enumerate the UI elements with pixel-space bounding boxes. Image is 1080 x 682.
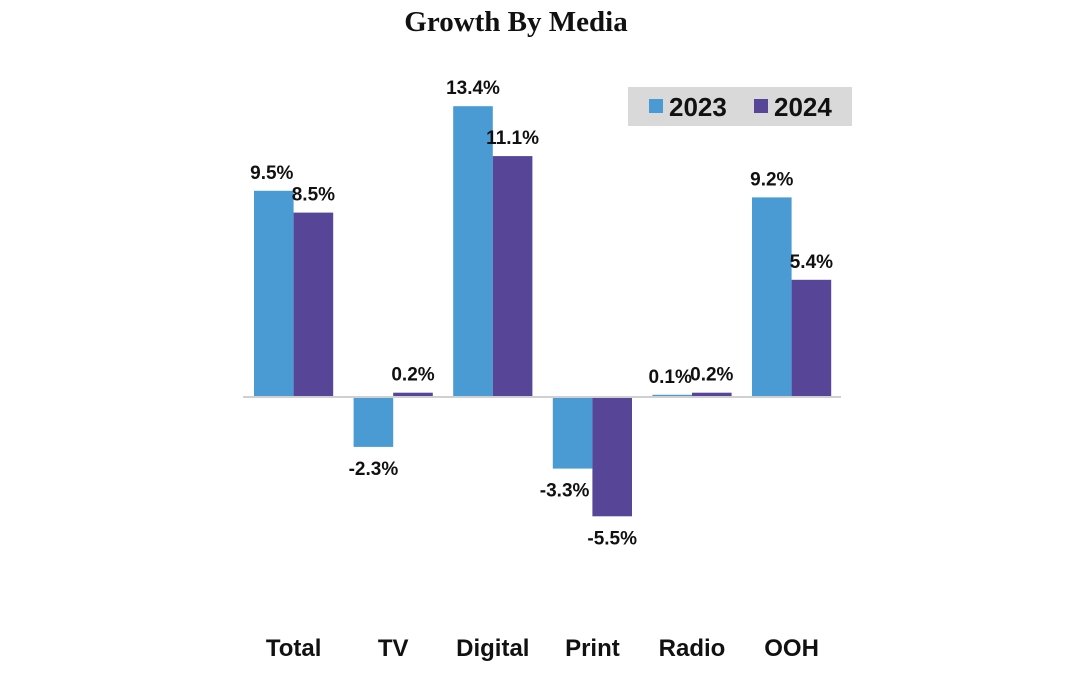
data-label-tv-2024: 0.2% — [391, 365, 434, 386]
data-label-total-2024: 8.5% — [292, 185, 335, 206]
legend: 2023 2024 — [628, 87, 852, 126]
legend-swatch-2023 — [649, 99, 663, 113]
bar-digital-2023 — [453, 106, 493, 397]
bar-radio-2024 — [692, 392, 732, 397]
legend-label-2023: 2023 — [669, 92, 727, 122]
category-label-digital: Digital — [456, 635, 529, 662]
bar-ooh-2024 — [791, 279, 832, 397]
bar-radio-2023 — [652, 394, 692, 397]
bar-print-2023 — [552, 397, 593, 469]
bar-tv-2023 — [353, 397, 394, 447]
category-label-total: Total — [266, 635, 322, 662]
data-label-tv-2023: -2.3% — [349, 459, 399, 480]
bars-group — [254, 106, 832, 517]
data-label-digital-2023: 13.4% — [446, 78, 500, 99]
chart-title: Growth By Media — [404, 6, 628, 38]
bar-print-2024 — [592, 397, 632, 517]
category-label-tv: TV — [378, 635, 409, 662]
data-labels-group: 9.5%8.5% -2.3% 0.2% 13.4% 11.1% -3.3% -5.5% 0.1… — [250, 78, 833, 549]
bar-ooh-2023 — [752, 197, 792, 397]
data-label-radio-2023: 0.1% — [649, 367, 692, 388]
bar-digital-2024 — [492, 156, 533, 397]
bar-tv-2024 — [393, 392, 433, 397]
legend-label-2024: 2024 — [774, 92, 832, 122]
legend-swatch-2024 — [754, 99, 768, 113]
data-label-radio-2024: 0.2% — [690, 365, 733, 386]
category-label-radio: Radio — [659, 635, 726, 662]
data-label-ooh-2024: 5.4% — [790, 252, 833, 273]
category-label-print: Print — [565, 635, 620, 662]
bar-total-2024 — [293, 212, 334, 397]
data-label-ooh-2023: 9.2% — [750, 169, 793, 190]
data-label-print-2023: -3.3% — [540, 481, 590, 502]
data-label-print-2024: -5.5% — [587, 528, 637, 549]
data-label-digital-2024: 11.1% — [486, 128, 539, 149]
category-labels-group: Total TV Digital Print Radio OOH — [266, 635, 819, 662]
legend-background — [628, 87, 852, 126]
data-label-total-2023: 9.5% — [250, 163, 293, 184]
category-label-ooh: OOH — [764, 635, 819, 662]
bar-total-2023 — [254, 190, 294, 397]
